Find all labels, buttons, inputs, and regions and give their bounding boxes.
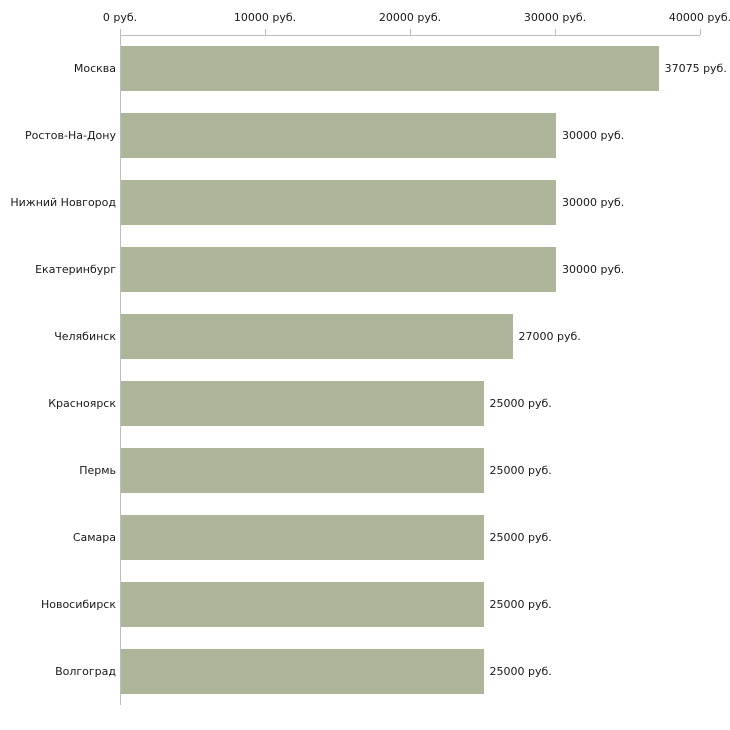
bar bbox=[121, 448, 484, 493]
category-label: Пермь bbox=[79, 464, 116, 477]
value-label: 25000 руб. bbox=[489, 397, 552, 410]
value-label: 30000 руб. bbox=[562, 196, 625, 209]
x-axis-tick bbox=[120, 29, 121, 35]
category-label: Самара bbox=[72, 531, 116, 544]
category-label: Ростов-На-Дону bbox=[24, 129, 116, 142]
value-label: 25000 руб. bbox=[489, 464, 552, 477]
bar bbox=[121, 381, 484, 426]
value-label: 27000 руб. bbox=[518, 330, 581, 343]
category-label: Москва bbox=[73, 62, 116, 75]
bar bbox=[121, 649, 484, 694]
y-axis-line bbox=[120, 35, 121, 705]
value-label: 25000 руб. bbox=[489, 665, 552, 678]
x-axis-tick-label: 0 руб. bbox=[102, 11, 138, 24]
bar bbox=[121, 247, 556, 292]
x-axis-line bbox=[120, 35, 700, 36]
value-label: 30000 руб. bbox=[562, 129, 625, 142]
value-label: 25000 руб. bbox=[489, 531, 552, 544]
bar bbox=[121, 46, 659, 91]
bar bbox=[121, 582, 484, 627]
bar bbox=[121, 515, 484, 560]
x-axis-tick-label: 40000 руб. bbox=[668, 11, 730, 24]
value-label: 25000 руб. bbox=[489, 598, 552, 611]
category-label: Екатеринбург bbox=[35, 263, 116, 276]
x-axis-tick bbox=[700, 29, 701, 35]
category-label: Новосибирск bbox=[40, 598, 116, 611]
bar bbox=[121, 113, 556, 158]
value-label: 30000 руб. bbox=[562, 263, 625, 276]
category-label: Челябинск bbox=[54, 330, 116, 343]
x-axis-tick-label: 30000 руб. bbox=[523, 11, 587, 24]
x-axis-tick-label: 20000 руб. bbox=[378, 11, 442, 24]
bar bbox=[121, 314, 513, 359]
x-axis-tick bbox=[265, 29, 266, 35]
x-axis-tick bbox=[555, 29, 556, 35]
x-axis-tick bbox=[410, 29, 411, 35]
x-axis-tick-label: 10000 руб. bbox=[233, 11, 297, 24]
value-label: 37075 руб. bbox=[664, 62, 727, 75]
category-label: Красноярск bbox=[48, 397, 116, 410]
bar bbox=[121, 180, 556, 225]
category-label: Нижний Новгород bbox=[10, 196, 116, 209]
category-label: Волгоград bbox=[55, 665, 116, 678]
